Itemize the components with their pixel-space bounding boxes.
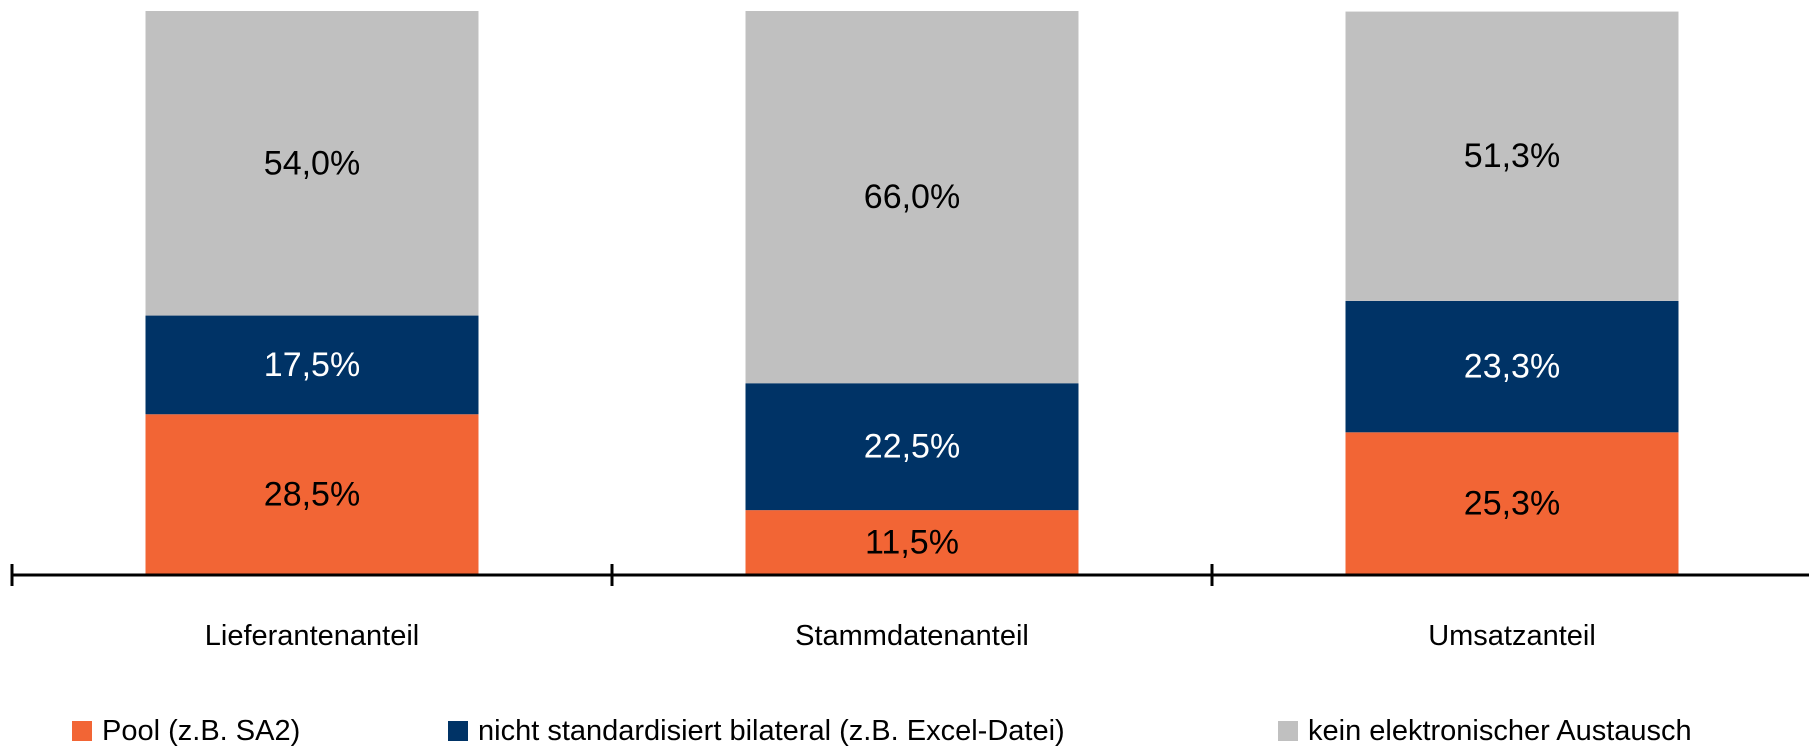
category-label-umsatzanteil: Umsatzanteil (1428, 620, 1596, 652)
legend-swatch-nicht-standardisiert-bilateral-z-b-excel-datei (448, 721, 468, 741)
data-label-kein-elektronischer-austausch-lieferantenanteil: 54,0% (264, 144, 360, 182)
legend-swatch-pool-z-b-sa2 (72, 721, 92, 741)
data-label-kein-elektronischer-austausch-umsatzanteil: 51,3% (1464, 137, 1560, 175)
bar-pool-z-b-sa2-umsatzanteil (1345, 432, 1679, 575)
data-label-pool-z-b-sa2-umsatzanteil: 25,3% (1464, 485, 1560, 523)
data-label-nicht-standardisiert-bilateral-z-b-excel-datei-stammdatenanteil: 22,5% (864, 428, 960, 466)
data-label-nicht-standardisiert-bilateral-z-b-excel-datei-umsatzanteil: 23,3% (1464, 348, 1560, 386)
legend-label-pool-z-b-sa2: Pool (z.B. SA2) (102, 715, 300, 747)
legend-swatch-kein-elektronischer-austausch (1278, 721, 1298, 741)
bar-kein-elektronischer-austausch-lieferantenanteil (145, 11, 479, 316)
legend-label-nicht-standardisiert-bilateral-z-b-excel-datei: nicht standardisiert bilateral (z.B. Exc… (478, 715, 1065, 747)
bar-kein-elektronischer-austausch-umsatzanteil (1345, 11, 1679, 301)
data-label-nicht-standardisiert-bilateral-z-b-excel-datei-lieferantenanteil: 17,5% (264, 346, 360, 384)
category-label-stammdatenanteil: Stammdatenanteil (795, 620, 1029, 652)
category-label-lieferantenanteil: Lieferantenanteil (205, 620, 419, 652)
data-label-pool-z-b-sa2-lieferantenanteil: 28,5% (264, 476, 360, 514)
data-label-pool-z-b-sa2-stammdatenanteil: 11,5% (865, 524, 959, 562)
bar-nicht-standardisiert-bilateral-z-b-excel-datei-stammdatenanteil (745, 383, 1079, 511)
data-label-kein-elektronischer-austausch-stammdatenanteil: 66,0% (864, 178, 960, 216)
bar-nicht-standardisiert-bilateral-z-b-excel-datei-lieferantenanteil (145, 315, 479, 415)
legend-label-kein-elektronischer-austausch: kein elektronischer Austausch (1308, 715, 1692, 747)
bar-pool-z-b-sa2-lieferantenanteil (145, 414, 479, 575)
bar-kein-elektronischer-austausch-stammdatenanteil (745, 11, 1079, 384)
bar-pool-z-b-sa2-stammdatenanteil (745, 510, 1079, 575)
bar-nicht-standardisiert-bilateral-z-b-excel-datei-umsatzanteil (1345, 300, 1679, 433)
